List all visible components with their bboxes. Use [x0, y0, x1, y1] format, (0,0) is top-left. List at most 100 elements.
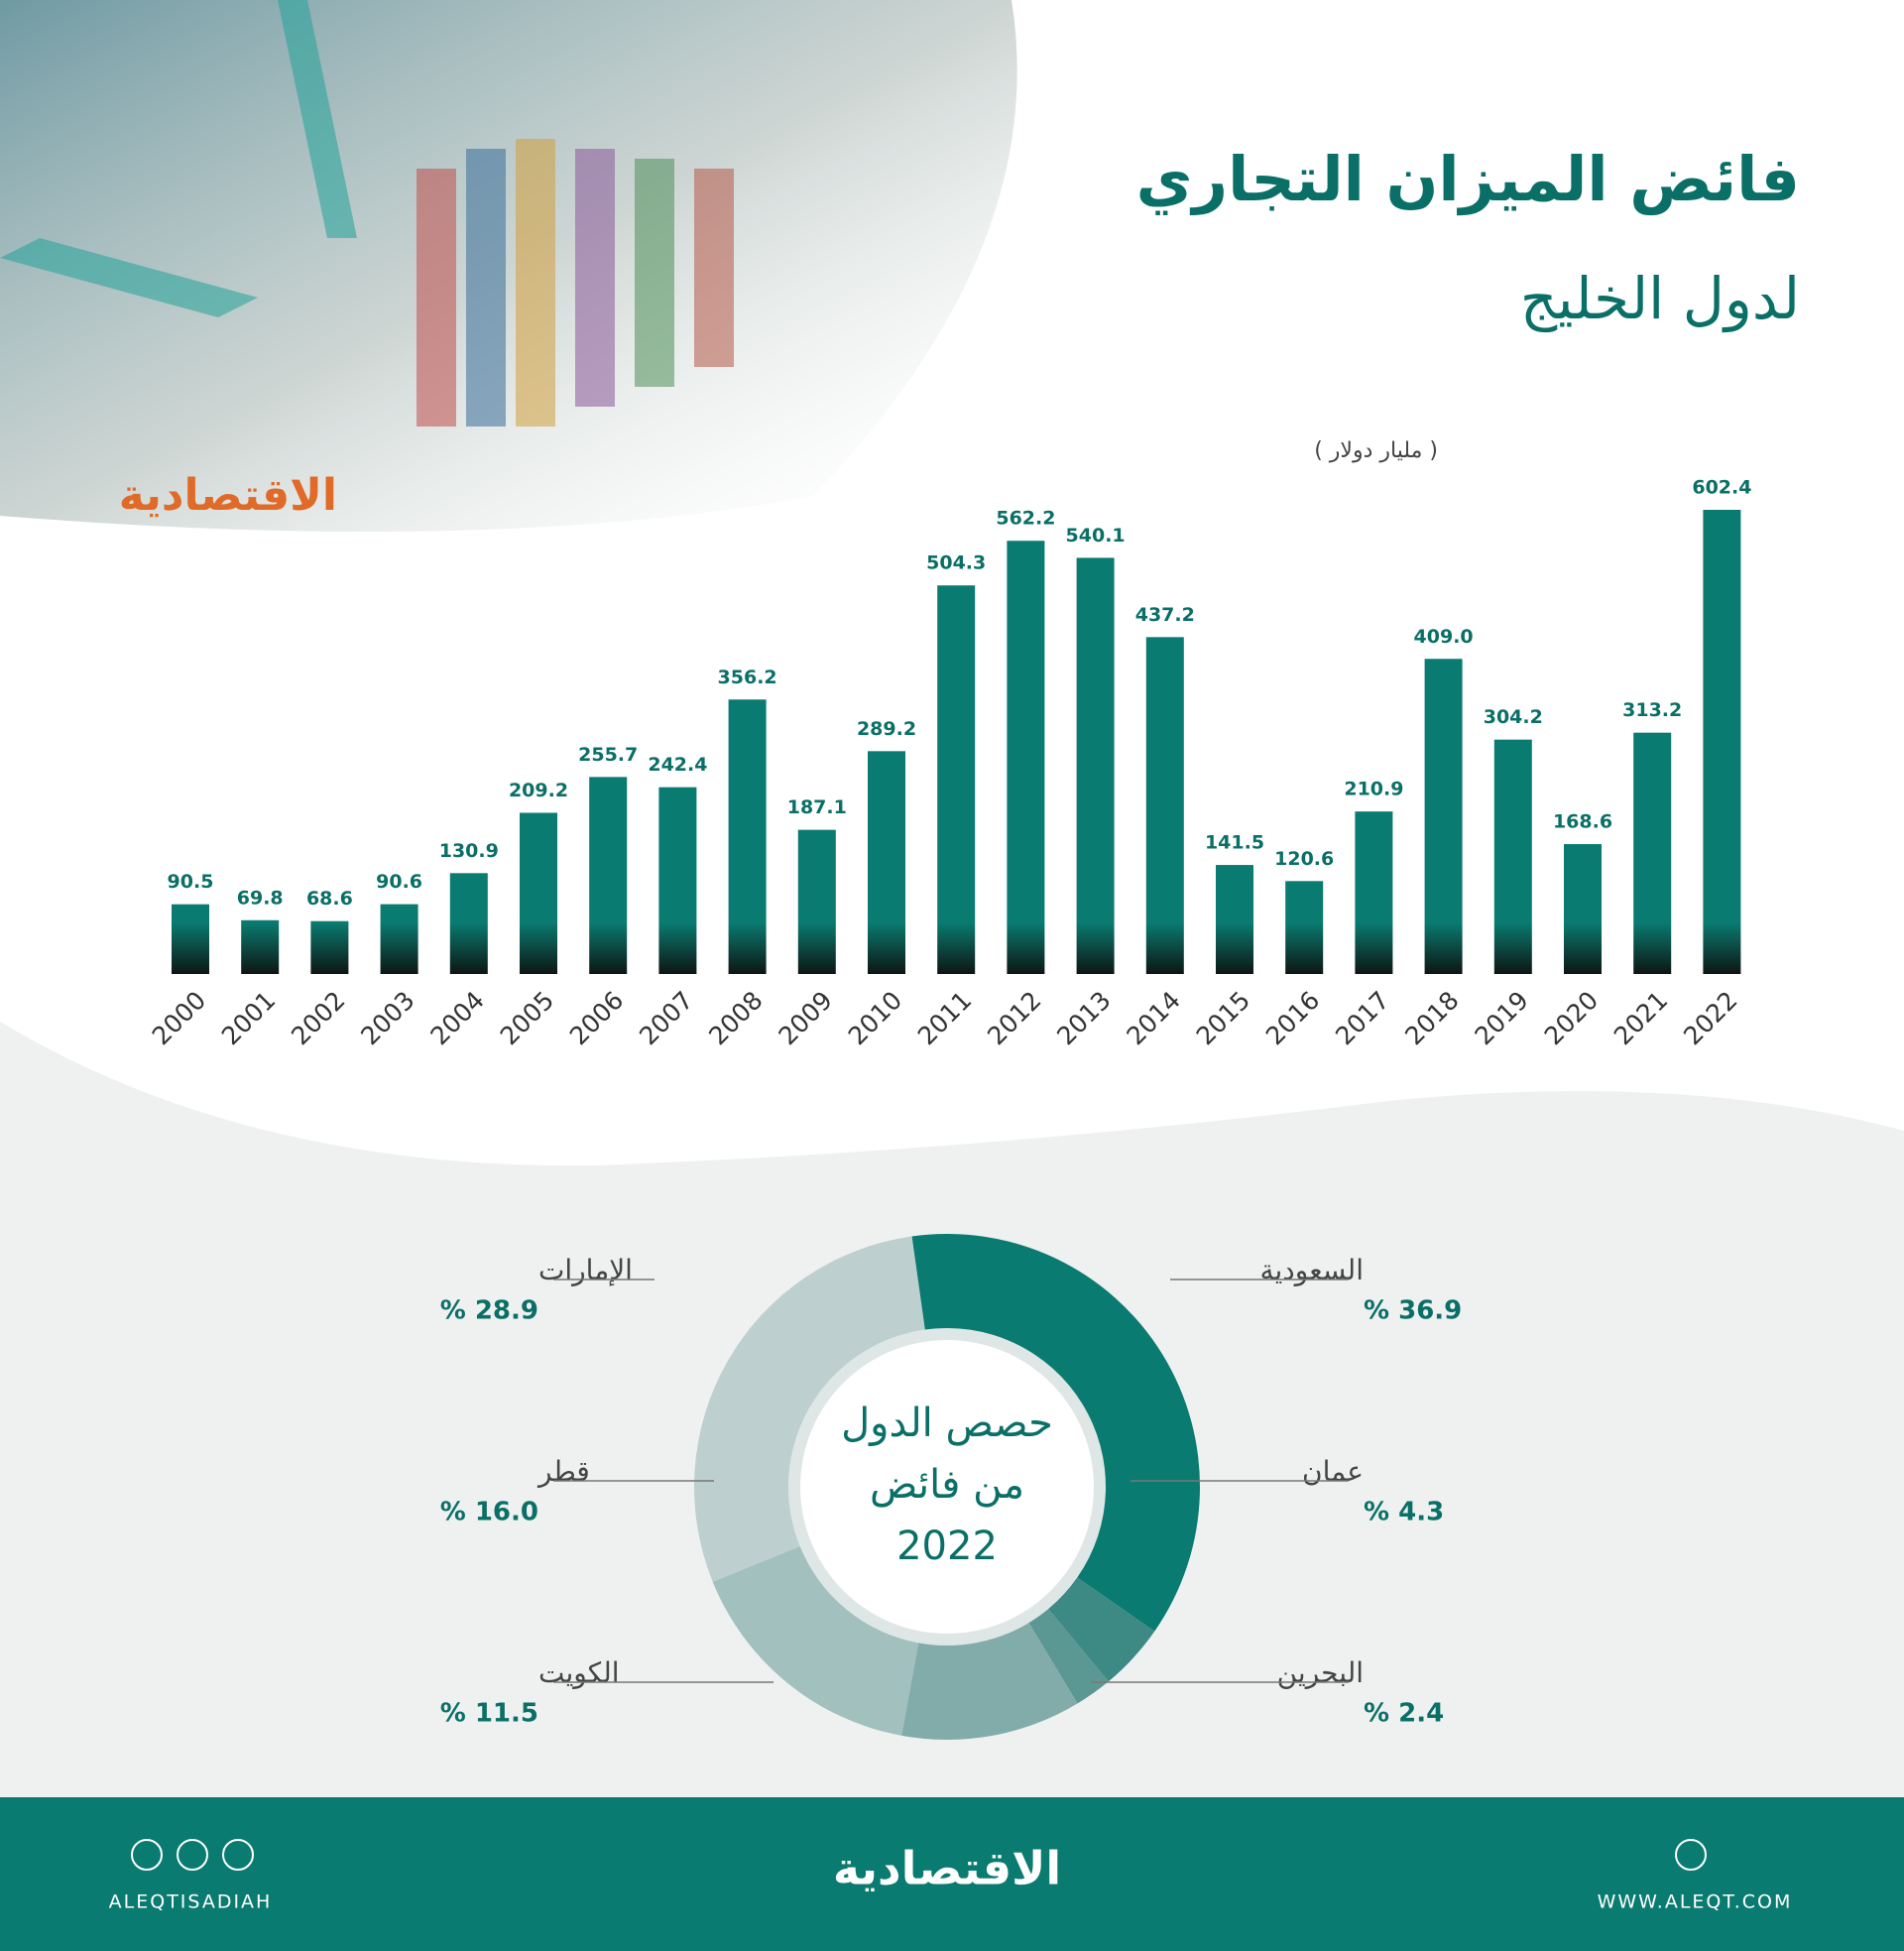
x-tick-label: 2001: [216, 986, 281, 1050]
x-tick-label: 2022: [1678, 986, 1742, 1050]
legend-value: % 36.9: [1364, 1296, 1462, 1326]
value-label: 540.1: [1066, 525, 1126, 547]
bar: [1145, 637, 1184, 974]
x-tick-label: 2000: [147, 986, 211, 1050]
bar: [1216, 865, 1253, 974]
legend-value: % 11.5: [440, 1699, 538, 1729]
legend-value: % 4.3: [1364, 1498, 1444, 1527]
bar: [1424, 659, 1463, 974]
center-circle: [800, 1340, 1094, 1634]
center-text: 2022: [896, 1524, 998, 1569]
bar: [1076, 557, 1115, 974]
value-label: 120.6: [1274, 848, 1334, 870]
bar: [241, 919, 280, 974]
x-tick-label: 2004: [424, 986, 489, 1050]
header-logo: الاقتصادية: [119, 470, 337, 521]
value-label: 68.6: [306, 888, 353, 910]
bar: [728, 699, 767, 974]
value-label: 90.5: [168, 871, 214, 893]
legend-label: قطر: [536, 1455, 590, 1488]
footer-social: ALEQTISADIAH: [109, 1891, 273, 1913]
footer-logo: الاقتصادية: [833, 1842, 1061, 1895]
footer-bar: [0, 1797, 1904, 1951]
x-tick-label: 2013: [1051, 986, 1116, 1050]
x-tick-label: 2016: [1260, 986, 1325, 1050]
value-label: 409.0: [1414, 626, 1474, 648]
value-label: 437.2: [1135, 604, 1195, 626]
value-label: 242.4: [648, 754, 707, 776]
x-tick-label: 2011: [912, 986, 977, 1050]
donut-segment: [712, 1546, 919, 1736]
x-tick-label: 2021: [1608, 986, 1673, 1050]
x-tick-label: 2014: [1121, 986, 1185, 1050]
donut-segment: [911, 1234, 1201, 1632]
value-label: 130.9: [439, 840, 499, 862]
x-tick-label: 2017: [1330, 986, 1394, 1050]
x-tick-label: 2010: [843, 986, 907, 1050]
legend-label: عمان: [1302, 1455, 1364, 1488]
port-photo: [0, 0, 1017, 532]
bar: [1285, 881, 1324, 974]
legend-label: السعودية: [1259, 1254, 1364, 1286]
x-tick-label: 2012: [982, 986, 1046, 1050]
legend-value: % 28.9: [440, 1296, 538, 1326]
bar: [658, 787, 697, 974]
unit-label: ( مليار دولار ): [1314, 438, 1438, 463]
value-label: 187.1: [787, 796, 847, 818]
chart-title: فائض الميزان التجاري: [1136, 143, 1800, 216]
bar: [1493, 739, 1532, 974]
value-label: 504.3: [926, 552, 986, 574]
legend-label: الكويت: [538, 1656, 620, 1689]
value-label: 209.2: [509, 780, 568, 801]
donut-segment: [1048, 1577, 1155, 1682]
photo-containers: [0, 0, 734, 427]
x-tick-label: 2018: [1399, 986, 1464, 1050]
footer-website: WWW.ALEQT.COM: [1598, 1891, 1793, 1913]
bar: [1703, 510, 1741, 974]
donut-segment: [694, 1236, 925, 1582]
x-tick-label: 2019: [1469, 986, 1533, 1050]
bar: [172, 904, 209, 974]
x-tick-label: 2006: [564, 986, 629, 1050]
bar: [520, 812, 557, 974]
donut-segment: [1028, 1609, 1109, 1704]
legend-value: % 2.4: [1364, 1699, 1444, 1729]
bar: [589, 777, 628, 974]
value-label: 356.2: [718, 667, 777, 688]
x-tick-label: 2003: [355, 986, 419, 1050]
center-text: من فائض: [870, 1462, 1024, 1508]
value-label: 210.9: [1344, 779, 1403, 800]
bar: [1007, 541, 1045, 974]
value-label: 304.2: [1484, 706, 1543, 728]
bar: [797, 829, 836, 974]
bar: [310, 920, 349, 974]
bar: [868, 751, 905, 974]
x-tick-label: 2020: [1539, 986, 1604, 1050]
bar: [1355, 811, 1393, 974]
value-label: 313.2: [1622, 699, 1682, 721]
value-label: 562.2: [996, 508, 1055, 530]
legend-value: % 16.0: [440, 1498, 538, 1527]
social-icons[interactable]: [131, 1839, 1707, 1871]
chart-subtitle: لدول الخليج: [1520, 265, 1800, 333]
bar: [1564, 844, 1602, 974]
value-label: 602.4: [1692, 477, 1751, 499]
center-text: حصص الدول: [841, 1401, 1053, 1446]
value-label: 168.6: [1553, 811, 1612, 833]
bar: [937, 585, 976, 974]
legend-label: البحرين: [1277, 1656, 1364, 1689]
legend-label: الإمارات: [538, 1254, 633, 1286]
x-tick-label: 2002: [286, 986, 350, 1050]
x-tick-label: 2009: [773, 986, 837, 1050]
bar: [380, 904, 418, 974]
bar: [449, 873, 488, 974]
x-tick-label: 2005: [495, 986, 559, 1050]
x-tick-label: 2008: [703, 986, 768, 1050]
x-tick-label: 2015: [1191, 986, 1255, 1050]
value-label: 255.7: [578, 744, 638, 766]
value-label: 289.2: [857, 718, 916, 740]
value-label: 69.8: [237, 887, 284, 909]
bar: [1633, 732, 1672, 974]
